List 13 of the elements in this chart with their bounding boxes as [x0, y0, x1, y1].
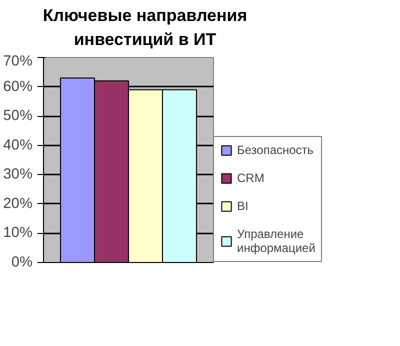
legend-label: CRM [237, 170, 264, 185]
y-tick-label: 20% [3, 195, 33, 212]
y-tick-label: 40% [3, 136, 33, 153]
y-tick-label: 50% [3, 108, 33, 124]
y-tick-label: 10% [3, 224, 33, 241]
y-tick-label: 70% [3, 53, 33, 70]
y-tick-label: 0% [11, 254, 33, 270]
legend-label: Безопасность [237, 142, 314, 157]
chart-title: Ключевые направления инвестиций в ИТ [42, 5, 248, 52]
legend-label: Управление информацией [237, 226, 316, 255]
y-tick-label: 30% [3, 166, 33, 182]
y-tick-label: 60% [3, 78, 33, 94]
legend-label: BI [237, 198, 250, 213]
